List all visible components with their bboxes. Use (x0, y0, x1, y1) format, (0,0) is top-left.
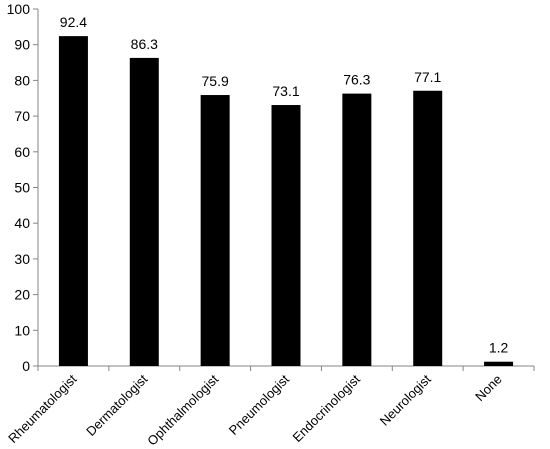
x-tick-label: Ophthalmologist (144, 371, 221, 448)
y-tick-label: 20 (14, 287, 30, 303)
y-tick-label: 60 (14, 144, 30, 160)
x-axis: Rheumatologist DermatologistOphthalmologi… (5, 365, 535, 449)
bar-ophthalmologist (200, 95, 230, 367)
y-tick-label: 30 (14, 251, 30, 267)
data-label: 1.2 (489, 340, 509, 356)
bar-neurologist (413, 90, 443, 367)
bar-dermatologist (129, 57, 159, 367)
y-tick-label: 90 (14, 37, 30, 53)
y-tick-label: 100 (7, 1, 31, 17)
x-tick-label: Endocrinologist (290, 371, 364, 445)
data-label: 86.3 (131, 36, 158, 52)
data-labels: 92.4 86.3 75.9 73.1 76.3 77.1 1.2 (60, 14, 509, 356)
data-label: 76.3 (343, 72, 370, 88)
y-tick-label: 10 (14, 322, 30, 338)
y-tick-label: 40 (14, 215, 30, 231)
y-tick-label: 80 (14, 72, 30, 88)
data-label: 75.9 (202, 73, 229, 89)
data-label: 92.4 (60, 14, 87, 30)
bar-pneumologist (271, 105, 301, 367)
x-tick-label: Dermatologist (83, 371, 151, 439)
bar-endocrinologist (342, 93, 372, 366)
y-tick-label: 70 (14, 108, 30, 124)
y-tick-label: 50 (14, 180, 30, 196)
bar-none (484, 361, 514, 366)
x-tick-label: Pneumologist (226, 371, 293, 438)
bar-rheumatologist (58, 36, 88, 367)
x-tick-label: Rheumatologist (5, 371, 80, 446)
x-tick-label: Neurologist (377, 371, 434, 428)
data-label: 73.1 (272, 83, 299, 99)
data-label: 77.1 (414, 69, 441, 85)
bars (58, 36, 514, 367)
y-axis: 0 10 20 30 40 50 60 70 80 90 100 (7, 1, 39, 374)
y-tick-label: 0 (22, 358, 30, 374)
x-tick-label: None (472, 372, 505, 405)
